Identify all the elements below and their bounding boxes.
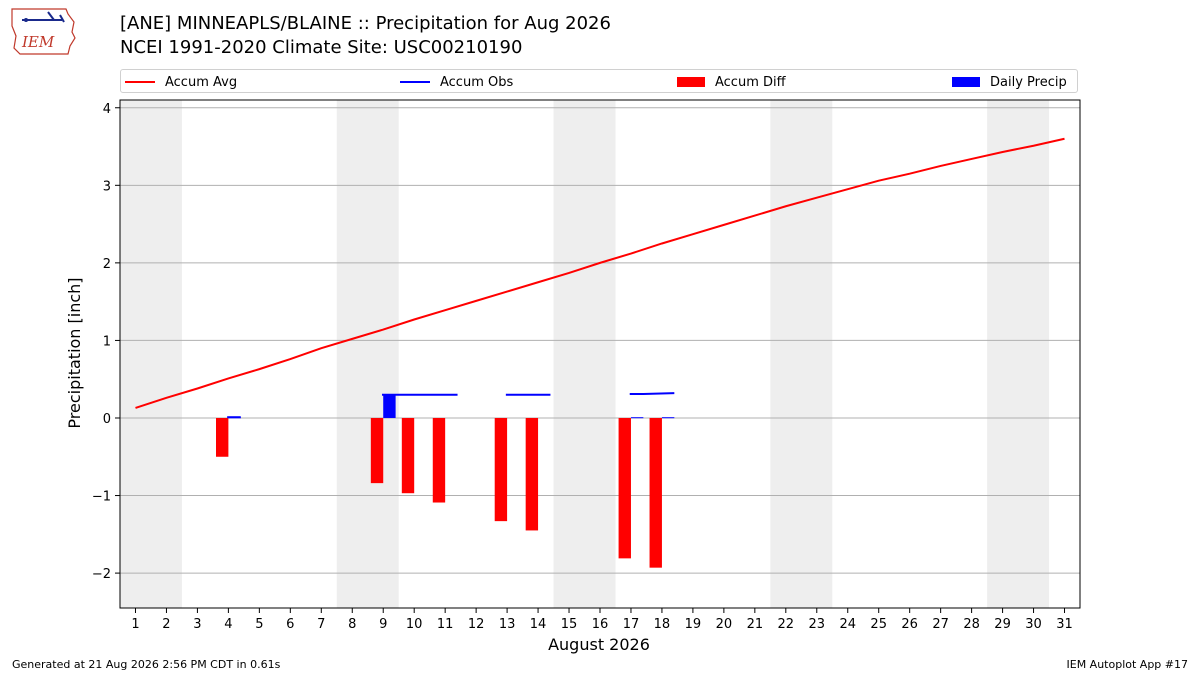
x-tick-label: 25: [870, 617, 887, 632]
legend-swatch-accum-diff: [677, 77, 705, 87]
x-tick-label: 27: [932, 617, 949, 632]
legend-label-accum-obs: Accum Obs: [440, 74, 514, 90]
x-axis-label: August 2026: [548, 635, 650, 654]
weekend-band-5: [987, 100, 1050, 608]
legend-label-accum-diff: Accum Diff: [715, 74, 786, 90]
legend-label-accum-avg: Accum Avg: [165, 74, 238, 90]
x-tick-label: 31: [1056, 617, 1073, 632]
x-axis-ticks: 1 2 3 4 5 6 7 8 9 10 11 12 13 14 15 16 17 18 19 20 21 22 23 24 2…: [131, 608, 1073, 632]
x-tick-label: 10: [406, 617, 423, 632]
bar-accum-diff-day-17: [618, 417, 631, 559]
legend-swatch-accum-avg: [125, 81, 155, 83]
y-tick-label: 3: [103, 179, 111, 194]
bar-accum-diff-day-10: [401, 417, 415, 494]
x-tick-label: 3: [193, 617, 201, 632]
chart-subtitle: NCEI 1991-2020 Climate Site: USC00210190: [120, 37, 523, 58]
x-tick-label: 26: [901, 617, 918, 632]
y-tick-label: 4: [103, 102, 111, 117]
y-tick-label: −1: [92, 490, 111, 505]
x-tick-label: 29: [994, 617, 1011, 632]
legend-item-daily-precip: Daily Precip: [952, 73, 1067, 91]
bar-accum-diff-day-14: [525, 417, 539, 531]
x-tick-label: 1: [131, 617, 139, 632]
x-tick-label: 23: [809, 617, 826, 632]
weekend-band-1: [120, 100, 182, 608]
y-tick-label: 2: [103, 257, 111, 272]
weekend-band-3: [553, 100, 616, 608]
x-tick-label: 7: [317, 617, 325, 632]
legend: Accum Avg Accum Obs Accum Diff Daily Pre…: [120, 69, 1078, 93]
x-tick-label: 19: [685, 617, 702, 632]
line-accum-avg: [135, 137, 1065, 409]
y-axis-label: Precipitation [inch]: [65, 277, 84, 428]
bar-daily-precip-day-9: [383, 395, 396, 418]
x-tick-label: 14: [530, 617, 547, 632]
x-tick-label: 24: [839, 617, 856, 632]
x-tick-label: 21: [747, 617, 764, 632]
x-tick-label: 6: [286, 617, 294, 632]
x-tick-label: 5: [255, 617, 263, 632]
bar-accum-diff-day-13: [494, 417, 508, 522]
y-tick-label: −2: [92, 567, 111, 582]
x-tick-label: 17: [623, 617, 640, 632]
y-axis-ticks: −2 −1 0 1 2 3 4: [92, 102, 120, 582]
x-tick-label: 12: [468, 617, 485, 632]
bar-daily-precip-day-17: [630, 417, 644, 419]
x-tick-label: 30: [1025, 617, 1042, 632]
x-tick-label: 2: [162, 617, 170, 632]
bar-accum-diff-day-18: [649, 417, 662, 568]
legend-item-accum-obs: Accum Obs: [400, 73, 513, 91]
app-id-label: IEM Autoplot App #17: [1066, 658, 1189, 671]
bar-daily-precip-day-18: [661, 417, 675, 419]
x-tick-label: 22: [778, 617, 795, 632]
weekend-band-4: [770, 100, 833, 608]
legend-label-daily-precip: Daily Precip: [990, 74, 1067, 90]
bar-accum-diff-day-4: [216, 417, 229, 457]
x-tick-label: 11: [437, 617, 454, 632]
x-tick-label: 16: [592, 617, 609, 632]
chart-title: [ANE] MINNEAPLS/BLAINE :: Precipitation …: [120, 13, 611, 34]
bars: [216, 395, 675, 568]
x-tick-label: 15: [561, 617, 578, 632]
legend-item-accum-diff: Accum Diff: [677, 73, 786, 91]
x-tick-label: 13: [499, 617, 516, 632]
x-tick-label: 18: [654, 617, 671, 632]
bar-accum-diff-day-9: [370, 417, 384, 484]
legend-swatch-accum-obs: [400, 81, 430, 83]
x-tick-label: 8: [348, 617, 356, 632]
x-tick-label: 9: [379, 617, 387, 632]
lines: [135, 137, 1065, 419]
x-tick-label: 28: [963, 617, 980, 632]
y-tick-label: 0: [103, 412, 111, 427]
x-tick-label: 20: [716, 617, 733, 632]
bar-accum-diff-day-11: [432, 417, 446, 503]
x-tick-label: 4: [224, 617, 232, 632]
legend-swatch-daily-precip: [952, 77, 980, 87]
iem-logo: IEM: [8, 6, 78, 62]
y-tick-label: 1: [103, 334, 111, 349]
legend-item-accum-avg: Accum Avg: [125, 73, 237, 91]
line-accum-obs-day-17: [629, 392, 675, 395]
iem-iowa-logo-icon: IEM: [11, 8, 76, 55]
weekend-shading: [120, 100, 1050, 608]
generated-timestamp: Generated at 21 Aug 2026 2:56 PM CDT in …: [12, 658, 281, 671]
weekend-band-2: [336, 100, 399, 608]
logo-text: IEM: [21, 33, 55, 51]
